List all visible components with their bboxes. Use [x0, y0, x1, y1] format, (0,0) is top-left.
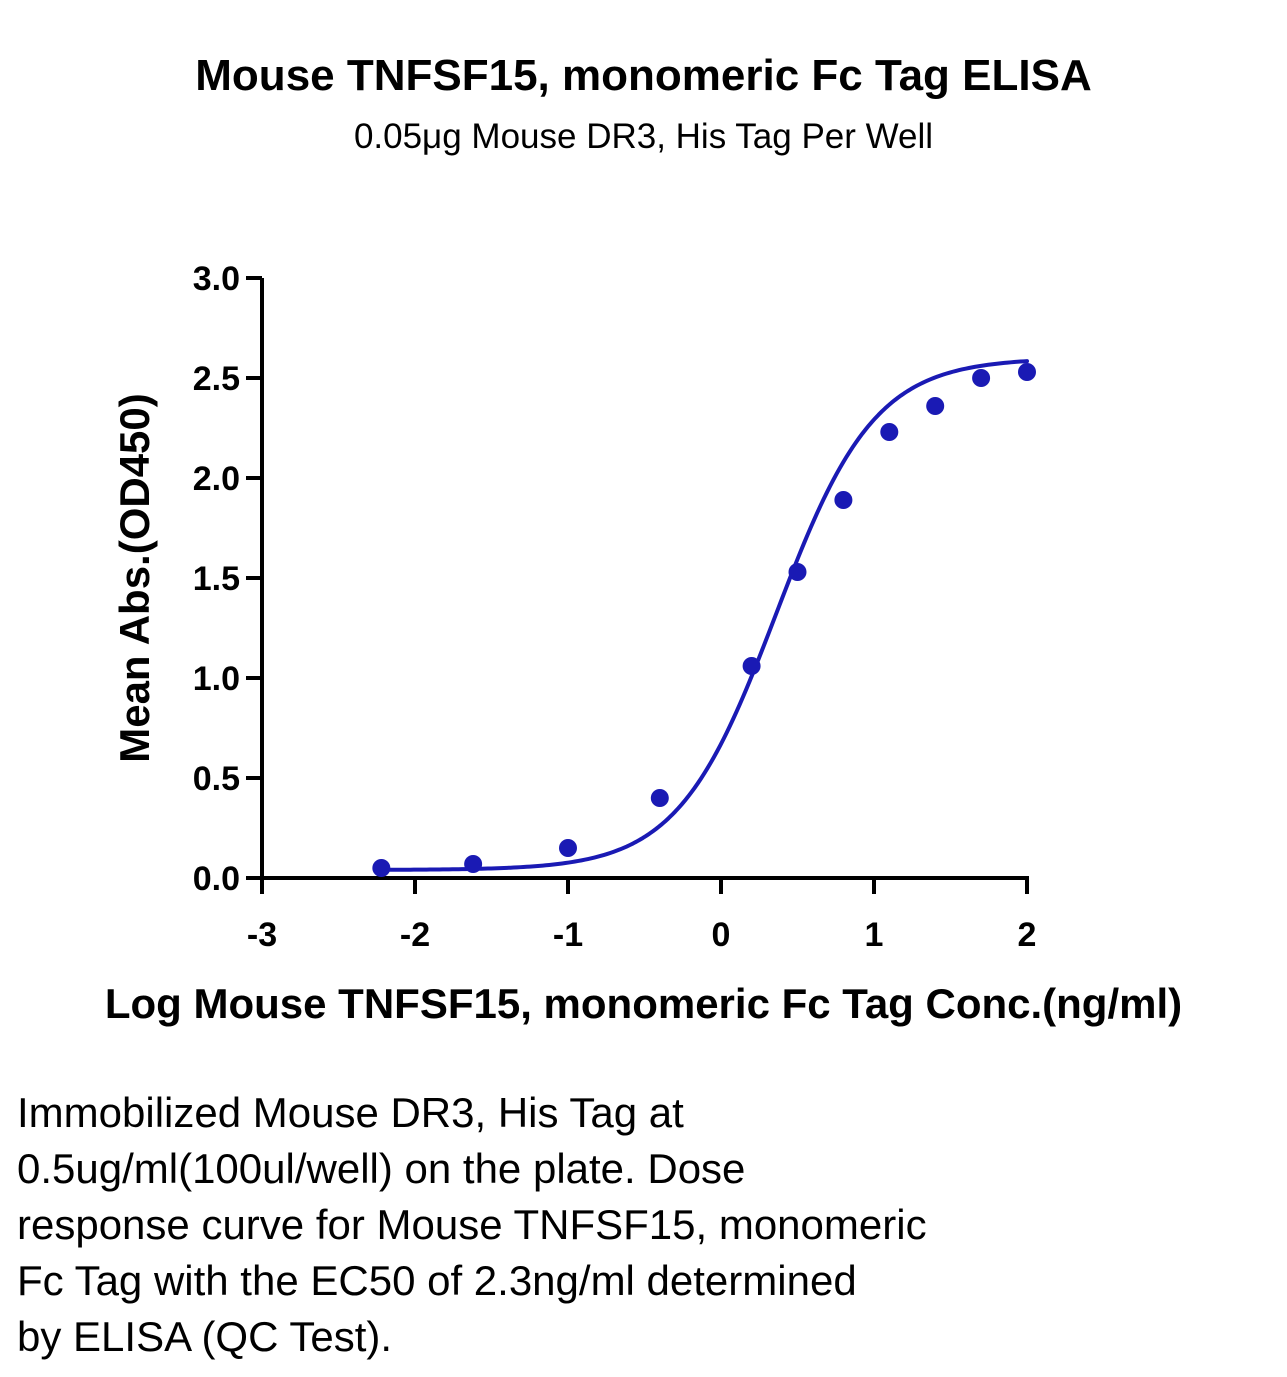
caption-line: response curve for Mouse TNFSF15, monome… — [17, 1201, 927, 1248]
data-point — [372, 859, 391, 877]
y-tick-label: 3.0 — [193, 260, 240, 298]
y-tick-label: 1.0 — [193, 660, 240, 698]
x-axis-label: Log Mouse TNFSF15, monomeric Fc Tag Conc… — [104, 980, 1183, 1027]
fit-curve-layer — [379, 359, 1029, 872]
caption-line: Fc Tag with the EC50 of 2.3ng/ml determi… — [17, 1257, 857, 1304]
y-tick-label: 2.5 — [193, 360, 240, 398]
data-point — [788, 563, 807, 581]
data-point — [742, 657, 761, 675]
y-tick-label: 0.5 — [193, 760, 240, 798]
caption: Immobilized Mouse DR3, His Tag at 0.5ug/… — [17, 1085, 1197, 1365]
data-point — [559, 839, 577, 857]
caption-line: by ELISA (QC Test). — [17, 1313, 393, 1360]
chart-plot: 0.0 0.5 1.0 1.5 2.0 2.5 3.0 -3 -2 -1 0 1 2 — [193, 260, 1037, 954]
x-tick-label: 1 — [865, 916, 884, 954]
x-tick-label: 0 — [712, 916, 731, 954]
axes: 0.0 0.5 1.0 1.5 2.0 2.5 3.0 -3 -2 -1 0 1 2 — [193, 260, 1037, 954]
y-tick-label: 0.0 — [193, 860, 240, 898]
caption-line: Immobilized Mouse DR3, His Tag at — [17, 1089, 684, 1136]
data-point — [926, 397, 945, 415]
data-point — [880, 423, 899, 441]
data-point — [650, 789, 669, 807]
chart-title: Mouse TNFSF15, monomeric Fc Tag ELISA — [195, 51, 1092, 100]
y-tick-label: 1.5 — [193, 560, 240, 598]
data-point — [464, 855, 483, 873]
x-tick-label: -1 — [553, 916, 583, 954]
data-point — [972, 369, 991, 387]
chart-subtitle: 0.05μg Mouse DR3, His Tag Per Well — [353, 117, 934, 156]
caption-line: 0.5ug/ml(100ul/well) on the plate. Dose — [17, 1145, 746, 1192]
x-tick-label: -3 — [247, 916, 277, 954]
data-points-layer — [372, 363, 1036, 877]
y-tick-label: 2.0 — [193, 460, 240, 498]
y-axis-label: Mean Abs.(OD450) — [111, 393, 158, 763]
x-tick-label: -2 — [400, 916, 430, 954]
data-point — [1018, 363, 1036, 381]
fit-curve — [379, 359, 1029, 872]
data-point — [834, 491, 853, 509]
x-tick-label: 2 — [1018, 916, 1037, 954]
